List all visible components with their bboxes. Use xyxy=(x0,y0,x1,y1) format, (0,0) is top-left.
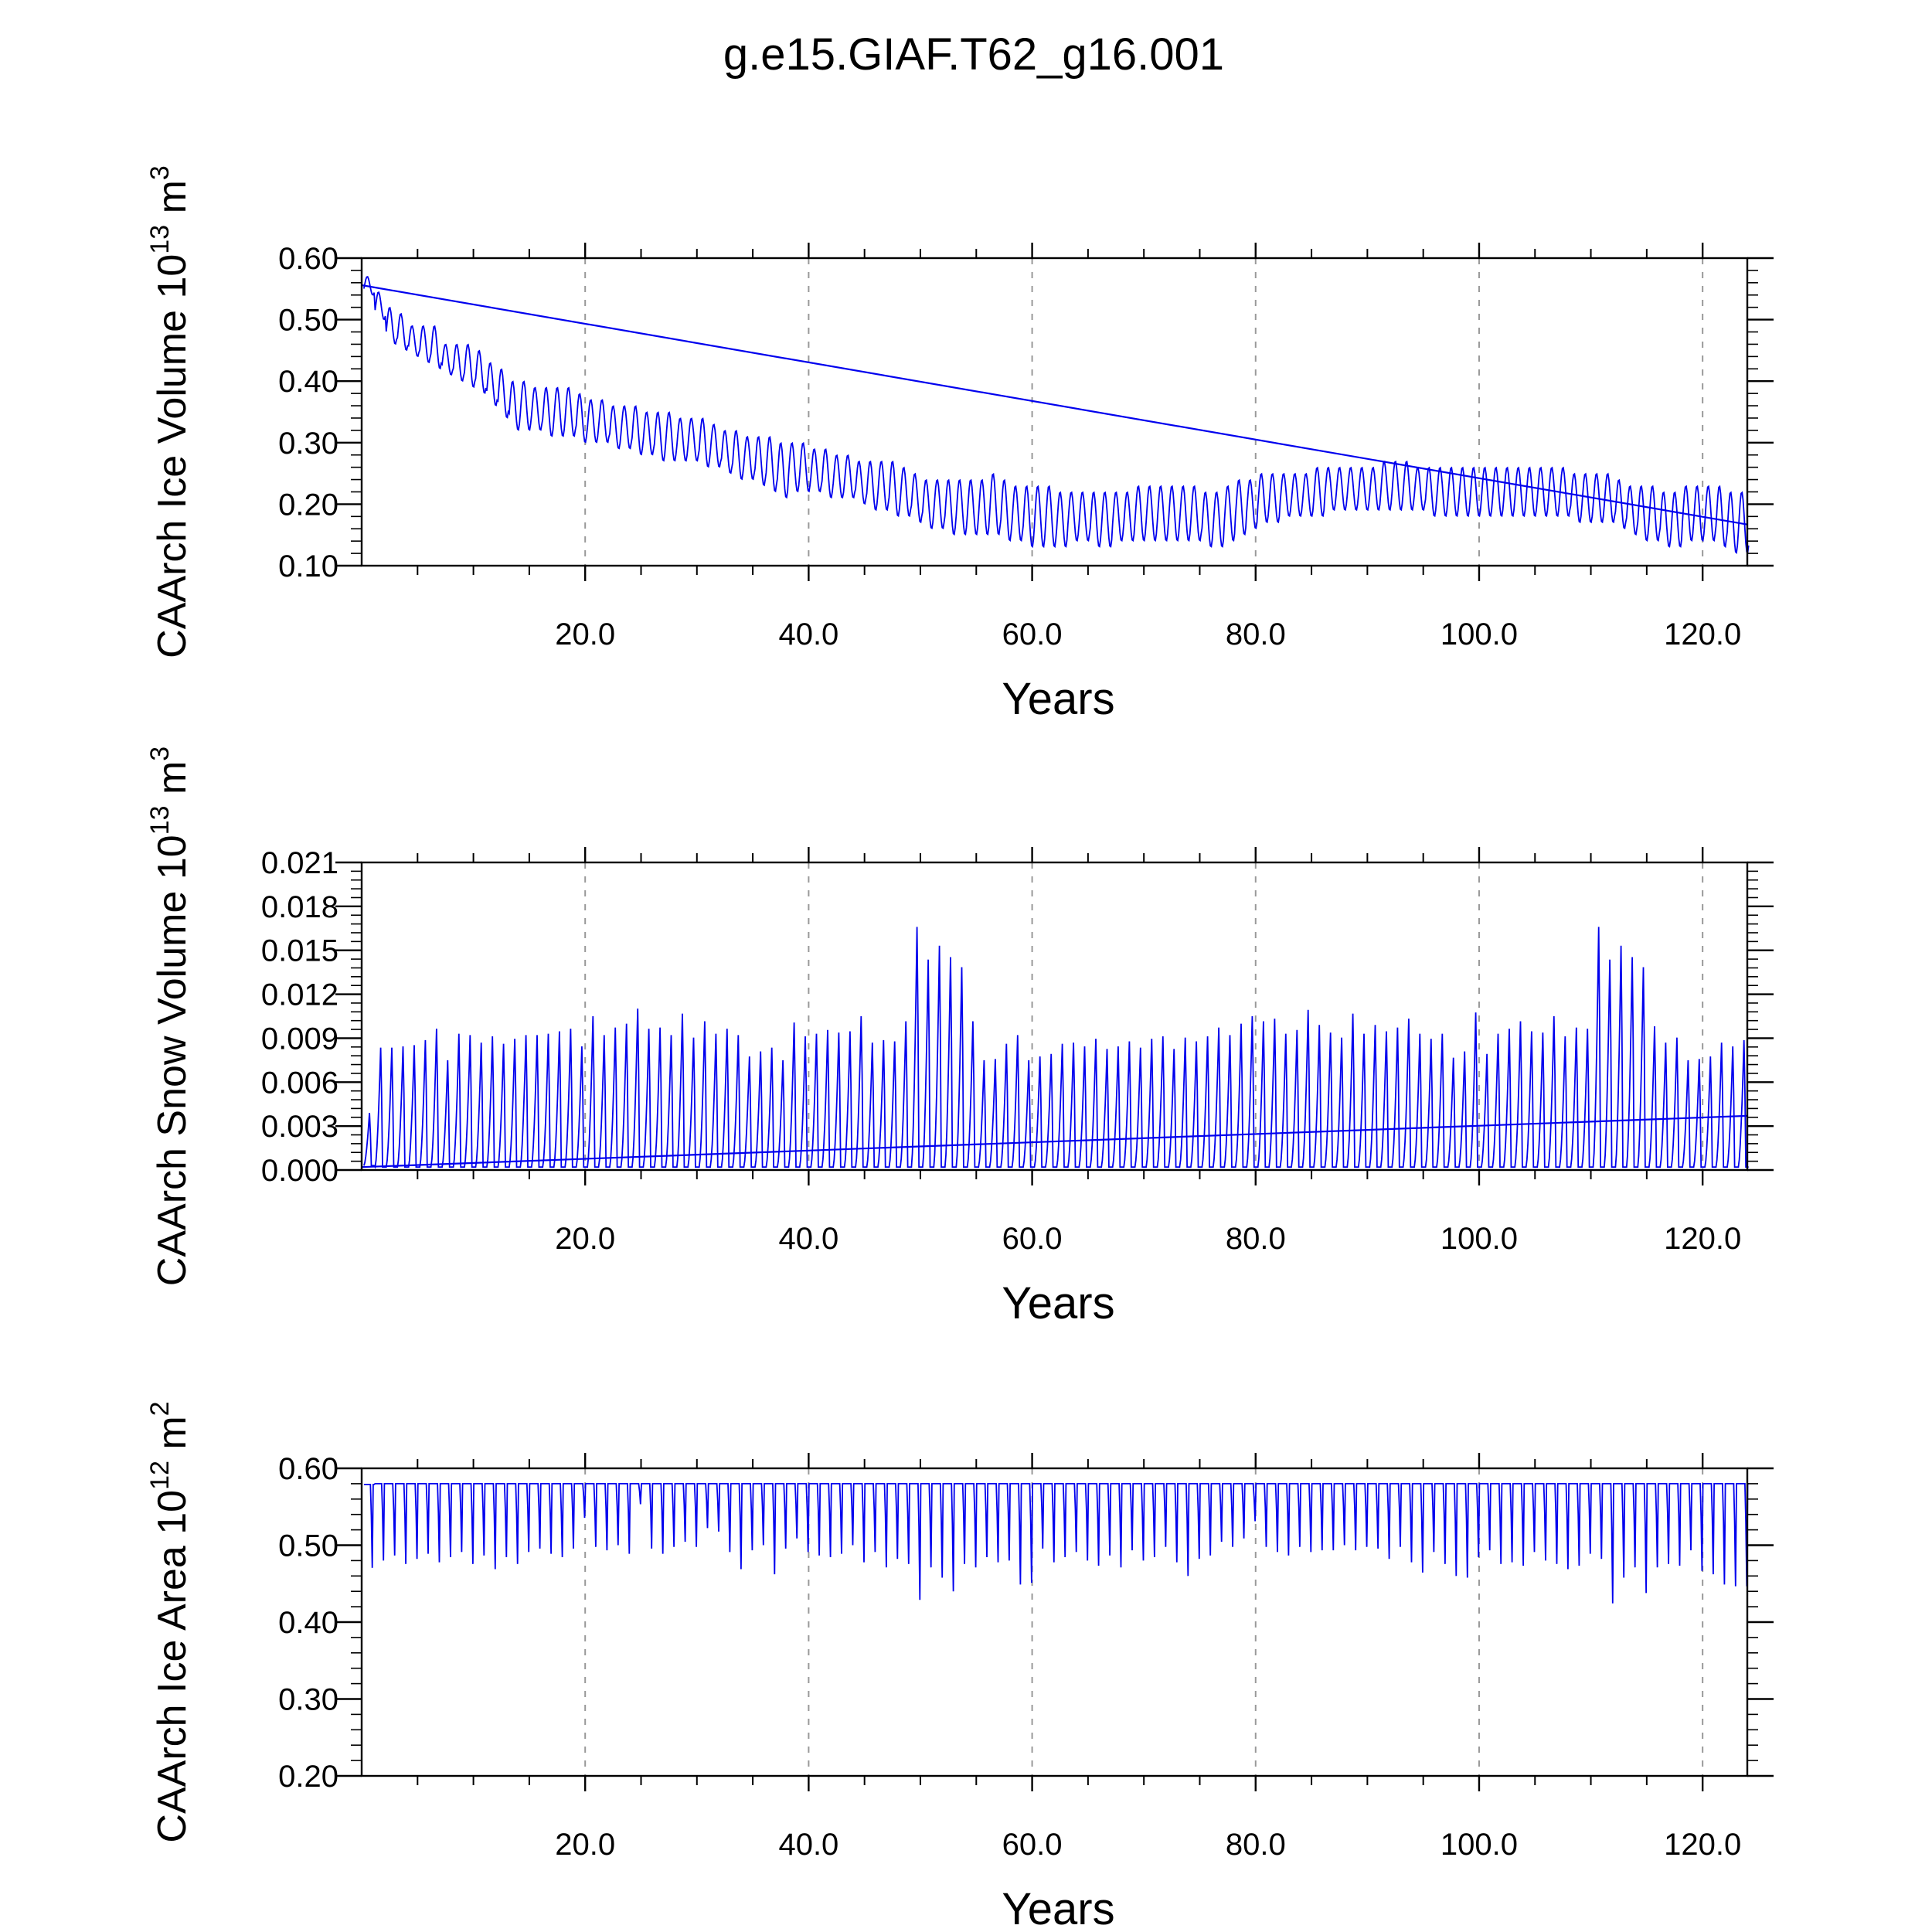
x-tick-label: 40.0 xyxy=(778,1828,838,1862)
y-tick-label: 0.012 xyxy=(261,978,338,1012)
y-tick-label: 0.30 xyxy=(278,1683,338,1717)
x-tick-label: 20.0 xyxy=(555,1222,615,1256)
x-tick-label: 80.0 xyxy=(1226,1828,1286,1862)
x-tick-label: 100.0 xyxy=(1440,617,1518,651)
x-tick-label: 100.0 xyxy=(1440,1828,1518,1862)
y-axis-label-ylabel: CAArch Ice Area 10 xyxy=(150,1490,195,1843)
ice-volume-series-annual-cycle xyxy=(363,275,1750,555)
ice-area-series-annual-cycle xyxy=(363,1483,1749,1604)
ice-area-y-axis-label: CAArch Ice Area 1012 m2 xyxy=(145,1401,195,1842)
x-tick-label: 120.0 xyxy=(1664,1222,1741,1256)
y-axis-label-ylabel-exp: 13 xyxy=(145,806,175,835)
ice-volume-x-axis-label: Years xyxy=(1002,674,1114,724)
figure-title: g.e15.GIAF.T62_g16.001 xyxy=(723,29,1224,80)
snow-volume-panel: 20.0 40.0 60.0 80.0 100.0 120.0 0.000 0.003 0.00… xyxy=(145,747,1774,1328)
y-tick-label: 0.021 xyxy=(261,846,338,880)
snow-volume-y-axis-label: CAArch Snow Volume 1013 m3 xyxy=(145,747,195,1286)
x-tick-label: 60.0 xyxy=(1002,617,1063,651)
x-tick-label: 20.0 xyxy=(555,617,615,651)
y-tick-label: 0.40 xyxy=(278,1606,338,1640)
x-tick-label: 80.0 xyxy=(1226,617,1286,651)
y-axis-label-ylabel-unit: m xyxy=(150,1416,195,1461)
y-tick-label: 0.30 xyxy=(278,427,338,461)
ice-volume-panel: 20.0 40.0 60.0 80.0 100.0 120.0 0.10 0.20 0.30 0.… xyxy=(145,165,1774,724)
panels: 20.0 40.0 60.0 80.0 100.0 120.0 0.10 0.20 0.30 0.… xyxy=(145,165,1774,1932)
y-tick-label: 0.10 xyxy=(278,549,338,583)
snow-volume-x-axis-label: Years xyxy=(1002,1278,1114,1328)
ice-volume-series-linear-trend xyxy=(361,284,1748,526)
y-axis-label-ylabel-unit: m xyxy=(150,180,195,225)
x-tick-label: 120.0 xyxy=(1664,617,1741,651)
y-tick-label: 0.015 xyxy=(261,934,338,968)
y-axis-label-ylabel-unit-exp: 3 xyxy=(145,747,175,761)
x-tick-label: 40.0 xyxy=(778,1222,838,1256)
x-tick-label: 60.0 xyxy=(1002,1222,1063,1256)
y-tick-label: 0.20 xyxy=(278,488,338,522)
snow-volume-plot-frame xyxy=(360,861,1749,1172)
y-axis-label-ylabel-exp: 12 xyxy=(145,1461,175,1490)
y-tick-label: 0.006 xyxy=(261,1066,338,1100)
y-tick-label: 0.60 xyxy=(278,242,338,276)
x-tick-label: 20.0 xyxy=(555,1828,615,1862)
x-tick-label: 60.0 xyxy=(1002,1828,1063,1862)
y-tick-label: 0.60 xyxy=(278,1452,338,1486)
x-tick-label: 100.0 xyxy=(1440,1222,1518,1256)
y-axis-label-ylabel-unit: m xyxy=(150,761,195,806)
snow-volume-series-annual-cycle xyxy=(363,927,1749,1169)
snow-volume-series-linear-trend xyxy=(361,1114,1748,1168)
y-axis-label-ylabel-exp: 13 xyxy=(145,225,175,254)
y-tick-label: 0.009 xyxy=(261,1022,338,1056)
y-tick-label: 0.000 xyxy=(261,1154,338,1188)
y-axis-label-ylabel: CAArch Snow Volume 10 xyxy=(150,835,195,1286)
y-axis-label-ylabel-unit-exp: 2 xyxy=(145,1401,175,1416)
y-tick-label: 0.50 xyxy=(278,304,338,338)
x-tick-label: 120.0 xyxy=(1664,1828,1741,1862)
y-tick-label: 0.20 xyxy=(278,1760,338,1794)
ice-volume-plot-frame xyxy=(360,257,1749,567)
ice-area-panel: 20.0 40.0 60.0 80.0 100.0 120.0 0.20 0.30 0.40 0.… xyxy=(145,1401,1774,1932)
y-tick-label: 0.003 xyxy=(261,1110,338,1144)
y-tick-label: 0.40 xyxy=(278,365,338,399)
y-tick-label: 0.50 xyxy=(278,1529,338,1563)
y-axis-label-ylabel: CAArch Ice Volume 10 xyxy=(150,254,195,658)
y-tick-label: 0.018 xyxy=(261,890,338,924)
ice-volume-y-axis-label: CAArch Ice Volume 1013 m3 xyxy=(145,165,195,658)
x-tick-label: 40.0 xyxy=(778,617,838,651)
ice-area-x-axis-label: Years xyxy=(1002,1884,1114,1932)
y-axis-label-ylabel-unit-exp: 3 xyxy=(145,165,175,180)
x-tick-label: 80.0 xyxy=(1226,1222,1286,1256)
